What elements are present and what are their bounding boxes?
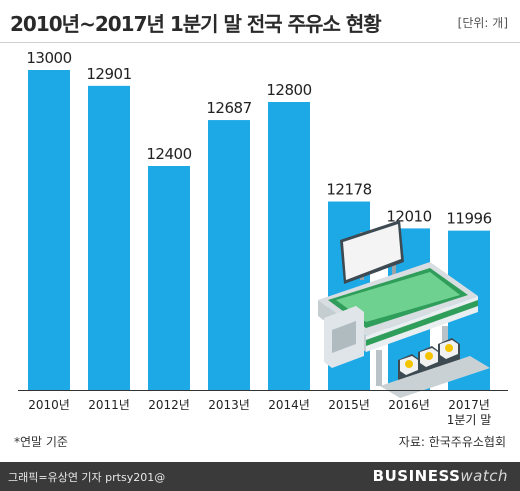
brand-logo: BUSINESSwatch xyxy=(373,467,508,485)
bar-5 xyxy=(268,102,310,390)
footer-bar: 그래픽=유상연 기자 prtsy201@ BUSINESSwatch xyxy=(0,462,520,491)
graphic-credit: 그래픽=유상연 기자 prtsy201@ xyxy=(8,471,166,484)
value-label-6: 12178 xyxy=(326,181,371,199)
bar-3 xyxy=(148,166,190,390)
value-label-8: 11996 xyxy=(446,210,491,228)
value-label-5: 12800 xyxy=(266,81,311,99)
chart-panel: 2010년~2017년 1분기 말 전국 주유소 현황 [단위: 개] 1300… xyxy=(0,12,520,449)
value-label-4: 12687 xyxy=(206,99,251,117)
source-note: 자료: 한국주유소협회 xyxy=(398,435,506,449)
category-label-6: 2015년 xyxy=(328,398,370,412)
value-label-3: 12400 xyxy=(146,145,191,163)
category-label-4: 2013년 xyxy=(208,398,250,412)
chart-title: 2010년~2017년 1분기 말 전국 주유소 현황 xyxy=(10,12,382,36)
category-label-3: 2012년 xyxy=(148,398,190,412)
value-label-2: 12901 xyxy=(86,65,131,83)
brand-main: BUSINESS xyxy=(372,467,461,485)
bar-2 xyxy=(88,85,130,390)
category-label-7: 2016년 xyxy=(388,398,430,412)
value-label-1: 13000 xyxy=(26,49,71,67)
brand-tail: watch xyxy=(460,467,508,485)
category-label-2: 2011년 xyxy=(88,398,130,412)
bar-4 xyxy=(208,120,250,390)
category-labels-group: 2010년 2011년 2012년 2013년 2014년 2015년 2016년 2017년… xyxy=(18,390,508,427)
gas-station-illustration xyxy=(318,220,490,398)
category-label-8-line-2: 1분기 말 xyxy=(447,413,492,427)
bar-1 xyxy=(28,70,70,390)
category-label-5: 2014년 xyxy=(268,398,310,412)
bars-group xyxy=(28,70,490,390)
category-label-8-line-1: 2017년 xyxy=(448,398,490,412)
unit-label: [단위: 개] xyxy=(457,16,508,30)
footnote: *연말 기준 xyxy=(14,435,68,449)
category-label-1: 2010년 xyxy=(28,398,70,412)
title-divider xyxy=(0,42,520,43)
